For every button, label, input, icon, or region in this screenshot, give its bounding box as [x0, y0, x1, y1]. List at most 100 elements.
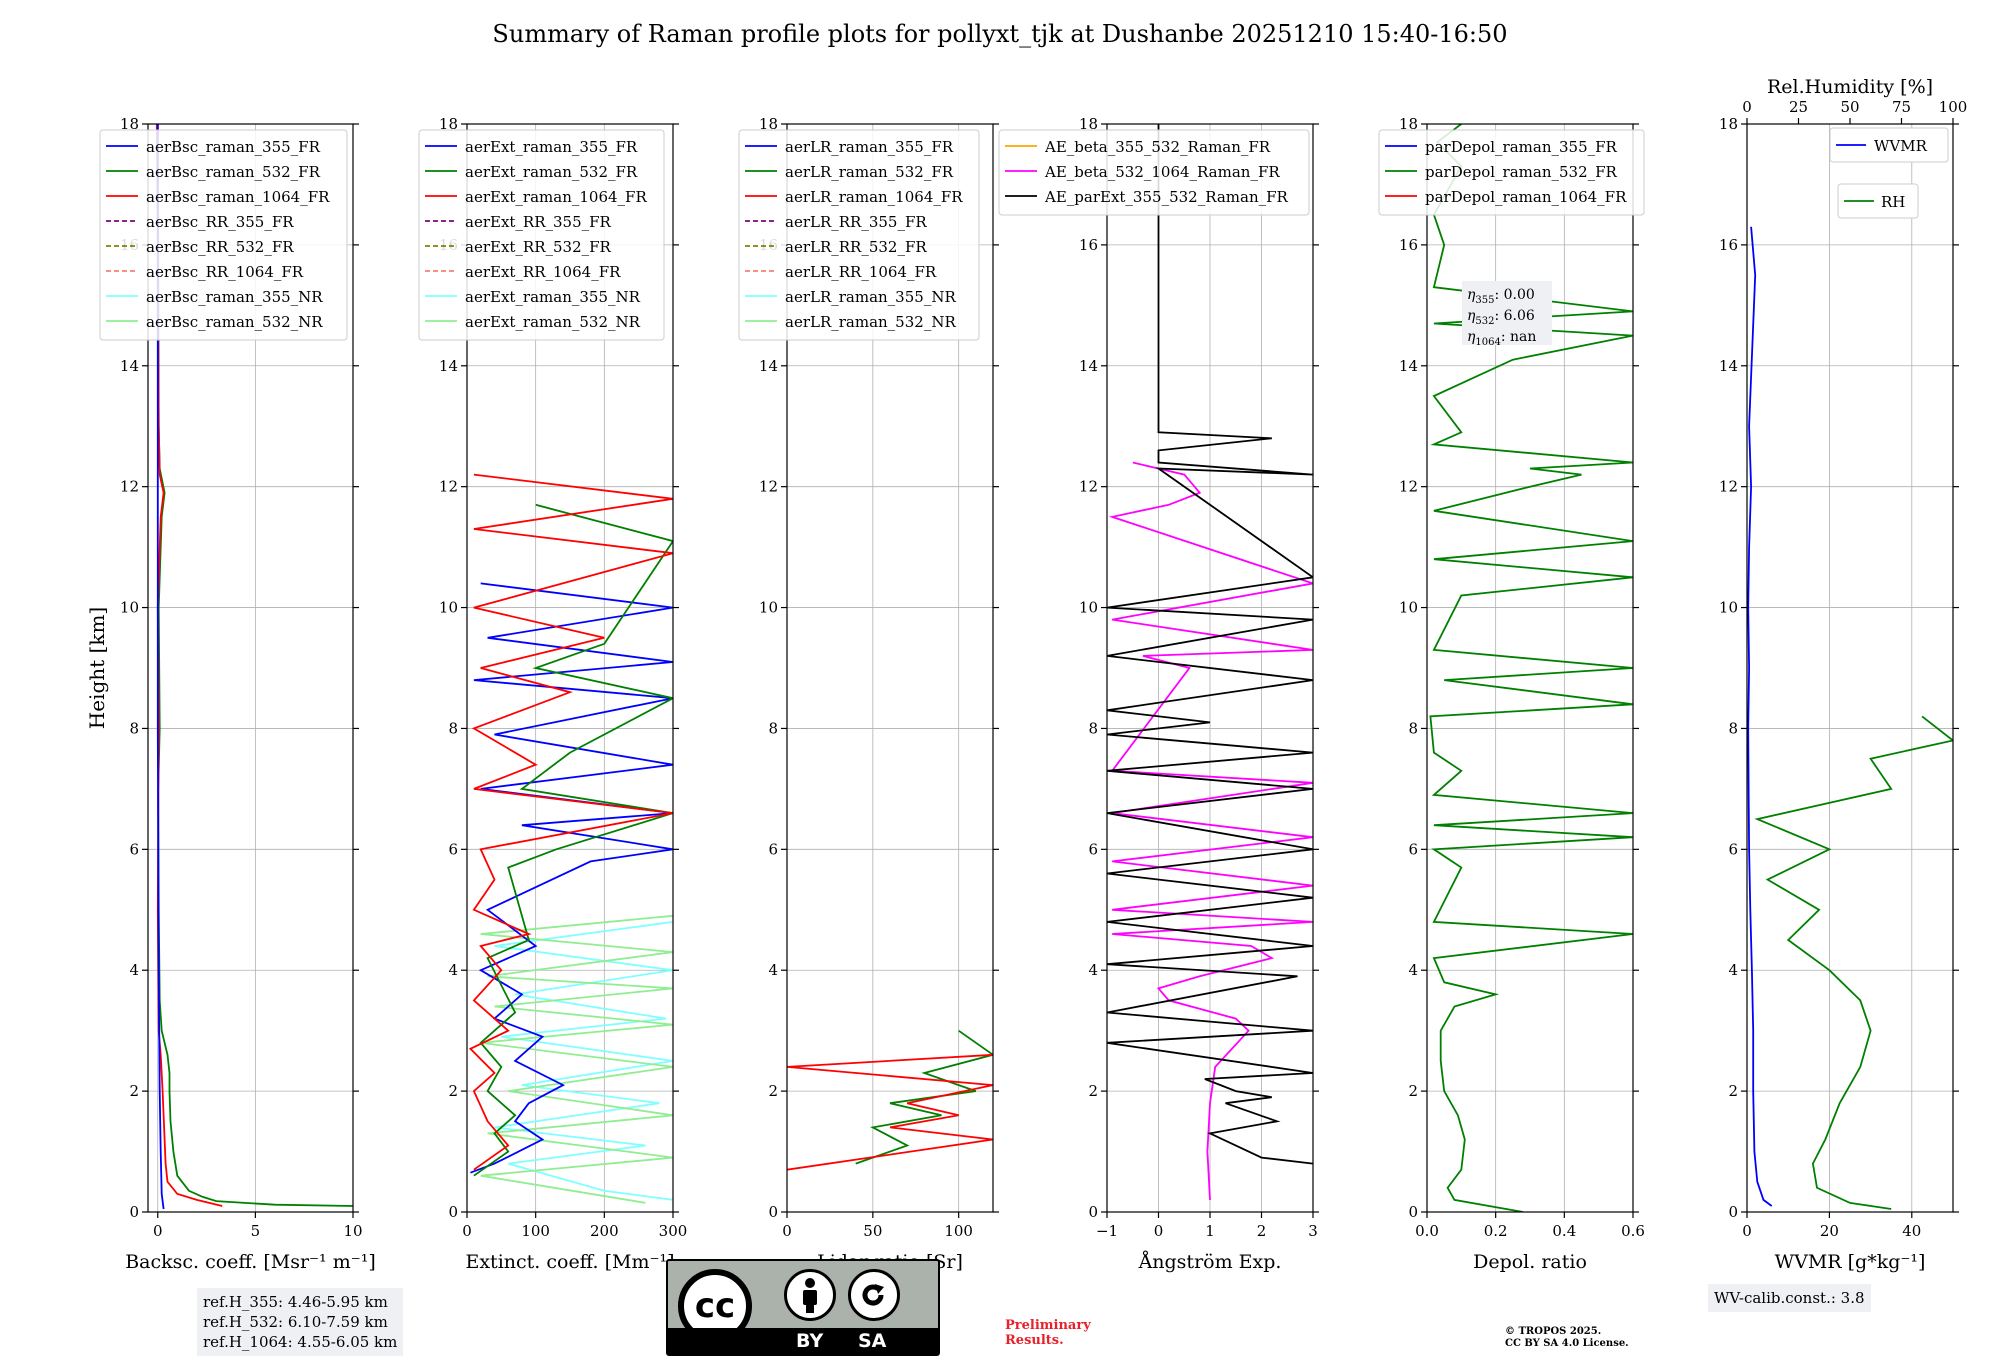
y-tick-label: 12 — [120, 478, 139, 496]
reference-height-box: ref.H_355: 4.46-5.95 km ref.H_532: 6.10-… — [197, 1288, 404, 1356]
legend-box — [738, 129, 980, 341]
x-tick-label: 0 — [153, 1222, 163, 1240]
y-tick-label: 0 — [768, 1203, 778, 1221]
ref-height-355: ref.H_355: 4.46-5.95 km — [203, 1293, 388, 1311]
legend-label: aerLR_raman_1064_FR — [785, 188, 963, 206]
legend-box — [1829, 127, 1949, 163]
y-tick-label: 6 — [1728, 840, 1738, 858]
legend-label: aerExt_RR_1064_FR — [465, 263, 621, 281]
x-tick-label: 1 — [1205, 1222, 1215, 1240]
y-tick-label: 18 — [759, 115, 778, 133]
copyright-line-1: © TROPOS 2025. — [1505, 1326, 1602, 1337]
attribution-person-icon — [784, 1269, 836, 1321]
y-tick-label: 2 — [1728, 1082, 1738, 1100]
legend-label: aerBsc_RR_355_FR — [146, 213, 294, 231]
x-tick-label: 50 — [863, 1222, 882, 1240]
x-tick-label: 40 — [1902, 1222, 1921, 1240]
series-line-aerBsc_raman_355_FR — [156, 124, 165, 1210]
legend-wvmr: WVMR — [1829, 127, 1949, 163]
legend-box — [998, 129, 1310, 216]
y-tick-label: 4 — [1088, 961, 1098, 979]
y-tick-label: 18 — [1399, 115, 1418, 133]
legend: aerBsc_raman_355_FR aerBsc_raman_532_FRae… — [99, 129, 348, 341]
eta-annotation-box — [1462, 281, 1552, 345]
license-sa-label: SA — [858, 1330, 887, 1352]
legend-box — [418, 129, 665, 341]
eta-355: η355: 0.00 — [1467, 287, 1535, 306]
y-tick-label: 18 — [1719, 115, 1738, 133]
x-tick-label: 0.4 — [1552, 1222, 1576, 1240]
ref-height-1064: ref.H_1064: 4.55-6.05 km — [203, 1333, 398, 1351]
y-tick-label: 8 — [129, 719, 139, 737]
y-tick-label: 16 — [1079, 236, 1098, 254]
axes-frame — [1746, 123, 1954, 1213]
y-tick-label: 6 — [129, 840, 139, 858]
x-tick-label: 0 — [1742, 1222, 1752, 1240]
x-tick-label: 0.0 — [1415, 1222, 1439, 1240]
x-tick-label: 0.2 — [1484, 1222, 1508, 1240]
legend-label: aerBsc_raman_355_NR — [146, 288, 323, 306]
legend-label: AE_beta_532_1064_Raman_FR — [1044, 163, 1280, 181]
legend-label: aerExt_raman_532_NR — [465, 313, 641, 331]
legend-label: RH — [1881, 193, 1905, 211]
legend-box — [99, 129, 348, 341]
series-line-aerBsc_raman_532_FR — [156, 124, 353, 1207]
legend: aerLR_raman_355_FR aerLR_raman_532_FR aerL… — [738, 129, 980, 341]
series-line-aerExt_raman_355_NR — [494, 921, 673, 1201]
rh-tick-label: 75 — [1892, 98, 1911, 116]
legend-label: aerBsc_raman_1064_FR — [146, 188, 330, 206]
y-axis-label: Height [km] — [85, 607, 109, 729]
axes-frame — [1426, 123, 1634, 1213]
x-tick-label: 20 — [1820, 1222, 1839, 1240]
y-tick-label: 6 — [448, 840, 458, 858]
y-tick-label: 8 — [1088, 719, 1098, 737]
panel-bsc: 0510024681012141618Backsc. coeff. [Msr⁻¹… — [99, 115, 376, 1273]
legend-label: aerBsc_raman_532_NR — [146, 313, 323, 331]
x-axis-label: Extinct. coeff. [Mm⁻¹] — [465, 1251, 674, 1273]
legend: AE_beta_355_532_Raman_FR AE_beta_532_1064… — [998, 129, 1310, 216]
y-tick-label: 6 — [768, 840, 778, 858]
y-tick-label: 2 — [129, 1082, 139, 1100]
legend-label: aerLR_raman_355_FR — [785, 138, 954, 156]
rh-tick-label: 25 — [1789, 98, 1808, 116]
legend-label: aerLR_raman_355_NR — [785, 288, 956, 306]
y-tick-label: 12 — [1079, 478, 1098, 496]
x-axis-label: Depol. ratio — [1473, 1251, 1587, 1273]
rh-tick-label: 0 — [1742, 98, 1752, 116]
y-tick-label: 12 — [1399, 478, 1418, 496]
series-line-AE_beta_532_1064_Raman_FR — [1108, 461, 1313, 1200]
y-tick-label: 18 — [439, 115, 458, 133]
eta-532: η532: 6.06 — [1467, 308, 1535, 327]
wv-calibration-box: WV-calib.const.: 3.8 — [1708, 1284, 1871, 1312]
series-line-aerExt_raman_1064_FR — [468, 473, 673, 1171]
series-line-AE_parExt_355_532_Raman_FR — [1107, 124, 1313, 1165]
y-tick-label: 14 — [439, 357, 458, 375]
wv-calibration-text: WV-calib.const.: 3.8 — [1714, 1289, 1865, 1307]
legend-label: aerExt_RR_532_FR — [465, 238, 612, 256]
y-tick-label: 4 — [1728, 961, 1738, 979]
x-tick-label: 3 — [1308, 1222, 1318, 1240]
y-tick-label: 0 — [448, 1203, 458, 1221]
preliminary-note: Preliminary Results. — [1005, 1318, 1091, 1348]
legend-label: aerLR_RR_532_FR — [785, 238, 927, 256]
y-tick-label: 2 — [768, 1082, 778, 1100]
series-line-RH — [1754, 715, 1953, 1210]
x-tick-label: 100 — [521, 1222, 550, 1240]
legend-label: aerExt_RR_355_FR — [465, 213, 612, 231]
y-tick-label: 16 — [1399, 236, 1418, 254]
x-tick-label: 10 — [343, 1222, 362, 1240]
legend-box — [1837, 183, 1919, 219]
eta-annotation: η355: 0.00 η532: 6.06 η1064: nan — [1462, 281, 1552, 348]
rh-tick-label: 100 — [1939, 98, 1968, 116]
y-tick-label: 10 — [120, 599, 139, 617]
y-tick-label: 4 — [448, 961, 458, 979]
y-tick-label: 0 — [129, 1203, 139, 1221]
y-tick-label: 4 — [129, 961, 139, 979]
y-tick-label: 0 — [1408, 1203, 1418, 1221]
y-tick-label: 8 — [1728, 719, 1738, 737]
panel-ext: 0100200300024681012141618Extinct. coeff.… — [418, 115, 687, 1273]
y-tick-label: 8 — [768, 719, 778, 737]
y-tick-label: 12 — [1719, 478, 1738, 496]
